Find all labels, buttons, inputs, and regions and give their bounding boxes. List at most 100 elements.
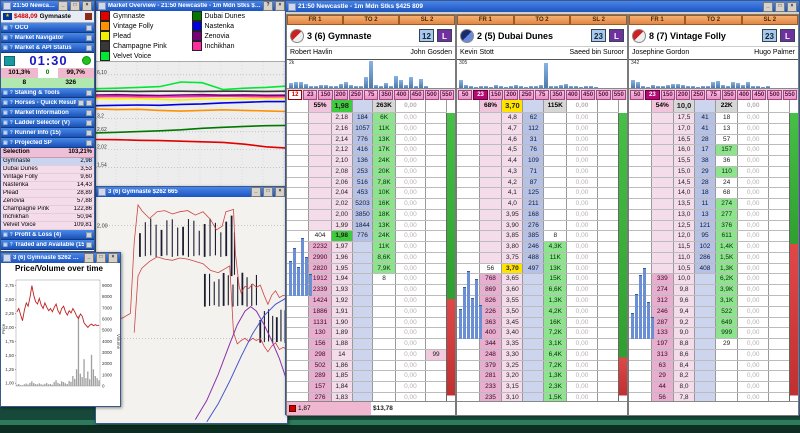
- lay-amount[interactable]: [651, 263, 675, 274]
- sp-row[interactable]: Zenovia 57,88: [1, 198, 94, 206]
- price[interactable]: 3,30: [502, 349, 524, 360]
- back-amount[interactable]: 776: [352, 231, 374, 242]
- back-amount[interactable]: [694, 306, 716, 317]
- lay-mode-button[interactable]: L: [437, 29, 452, 42]
- back-amount[interactable]: [352, 306, 374, 317]
- lay-amount[interactable]: [479, 209, 503, 220]
- sidebar-panel-staking-tools[interactable]: ▣? Staking & Tools: [1, 88, 94, 98]
- price[interactable]: 2,06: [331, 177, 353, 188]
- minimize-icon[interactable]: _: [763, 1, 773, 12]
- price[interactable]: 3,40: [502, 328, 524, 339]
- price[interactable]: 3,60: [502, 285, 524, 296]
- lay-amount[interactable]: [651, 177, 675, 188]
- lay-amount[interactable]: 313: [651, 349, 675, 360]
- price[interactable]: 10,0: [674, 274, 695, 285]
- back-amount[interactable]: 1057: [352, 123, 374, 134]
- stake-button[interactable]: 200: [333, 90, 348, 100]
- price[interactable]: 1,92: [331, 296, 353, 306]
- back-amount[interactable]: [694, 274, 716, 285]
- lay-amount[interactable]: [651, 220, 675, 231]
- stake-button[interactable]: 350: [550, 90, 565, 100]
- back-amount[interactable]: [352, 252, 374, 263]
- lay-amount[interactable]: 233: [479, 382, 503, 392]
- lay-amount[interactable]: 502: [309, 360, 332, 371]
- price[interactable]: 4,6: [502, 134, 524, 145]
- sp-row[interactable]: Velvet Voice 109,81: [1, 222, 94, 230]
- price[interactable]: 1,89: [331, 328, 353, 339]
- sidebar-panel-projected-sp[interactable]: ▣? Projected SP: [1, 138, 94, 148]
- back-amount[interactable]: [352, 392, 374, 403]
- back-amount[interactable]: 286: [694, 252, 716, 263]
- collapse-icon[interactable]: [86, 109, 92, 116]
- lay-amount[interactable]: 248: [479, 349, 503, 360]
- back-amount[interactable]: [523, 392, 545, 403]
- collapse-icon[interactable]: [86, 34, 92, 41]
- sp-row[interactable]: Champagne Pink 122,86: [1, 206, 94, 214]
- price[interactable]: 3,50: [502, 306, 524, 317]
- collapse-icon[interactable]: [78, 99, 84, 106]
- price[interactable]: 3,10: [502, 392, 524, 403]
- pv-titlebar[interactable]: 3 (6) Gymnaste $262 665 _ □ ×: [1, 253, 120, 263]
- lay-amount[interactable]: 156: [309, 339, 332, 349]
- ladder-tab[interactable]: TO 2: [685, 15, 742, 25]
- main-titlebar[interactable]: 21:50 Newcastle - 1m Mdn Stks $425 809 _…: [286, 1, 799, 12]
- stake-button[interactable]: 350: [379, 90, 394, 100]
- back-amount[interactable]: 125: [523, 188, 545, 199]
- price[interactable]: 8,0: [674, 382, 695, 392]
- price[interactable]: 15,5: [674, 156, 695, 166]
- lay-amount[interactable]: 56: [651, 392, 675, 403]
- close-icon[interactable]: ×: [108, 253, 118, 263]
- ladder-tab[interactable]: TO 2: [343, 15, 399, 25]
- sp-row[interactable]: Gymnaste 2,98: [1, 158, 94, 166]
- lay-amount[interactable]: 226: [479, 306, 503, 317]
- maximize-icon[interactable]: □: [263, 187, 273, 197]
- price[interactable]: 1,86: [331, 360, 353, 371]
- stake-display-button[interactable]: 23: [591, 29, 606, 42]
- back-amount[interactable]: 497: [523, 263, 545, 274]
- price[interactable]: 17,5: [674, 113, 695, 123]
- price[interactable]: 11,5: [674, 242, 695, 252]
- price[interactable]: 4,3: [502, 166, 524, 177]
- lay-amount[interactable]: [309, 145, 332, 156]
- back-amount[interactable]: 87: [523, 177, 545, 188]
- price[interactable]: 17,0: [674, 123, 695, 134]
- stake-button[interactable]: 150: [318, 90, 333, 100]
- lay-amount[interactable]: 287: [651, 317, 675, 328]
- lay-amount[interactable]: [479, 252, 503, 263]
- back-amount[interactable]: [523, 349, 545, 360]
- price[interactable]: 11,0: [674, 252, 695, 263]
- price[interactable]: 1,91: [331, 306, 353, 317]
- price[interactable]: 14,0: [674, 188, 695, 199]
- back-amount[interactable]: 31: [523, 134, 545, 145]
- ladder-tab[interactable]: SL 2: [570, 15, 627, 25]
- lay-amount[interactable]: 298: [309, 349, 332, 360]
- lay-amount[interactable]: [309, 199, 332, 209]
- sp-row[interactable]: Dubai Dunes 3,53: [1, 166, 94, 174]
- lay-amount[interactable]: [651, 123, 675, 134]
- back-amount[interactable]: [523, 382, 545, 392]
- lay-amount[interactable]: [309, 209, 332, 220]
- back-amount[interactable]: 488: [523, 252, 545, 263]
- lay-amount[interactable]: 246: [651, 306, 675, 317]
- ladder-tab[interactable]: FR 1: [629, 15, 686, 25]
- back-amount[interactable]: 28: [694, 177, 716, 188]
- back-amount[interactable]: 408: [694, 263, 716, 274]
- lay-amount[interactable]: 235: [479, 392, 503, 403]
- weight-of-money-strip[interactable]: [618, 113, 627, 404]
- back-amount[interactable]: 18: [694, 188, 716, 199]
- sidebar-panel-horses-quick-results[interactable]: ▣? Horses - Quick Results: [1, 98, 94, 108]
- lay-amount[interactable]: [651, 156, 675, 166]
- lay-amount[interactable]: [479, 199, 503, 209]
- back-amount[interactable]: [523, 339, 545, 349]
- price[interactable]: 2,12: [331, 145, 353, 156]
- lay-amount[interactable]: 344: [479, 339, 503, 349]
- stake-button[interactable]: 23: [645, 90, 660, 100]
- stake-button[interactable]: 550: [611, 90, 626, 100]
- lay-amount[interactable]: 281: [479, 371, 503, 382]
- back-amount[interactable]: [352, 274, 374, 285]
- minimize-icon[interactable]: _: [58, 1, 68, 11]
- minimize-icon[interactable]: _: [251, 187, 261, 197]
- price[interactable]: 14,5: [674, 177, 695, 188]
- price[interactable]: 2,18: [331, 113, 353, 123]
- back-amount[interactable]: [352, 317, 374, 328]
